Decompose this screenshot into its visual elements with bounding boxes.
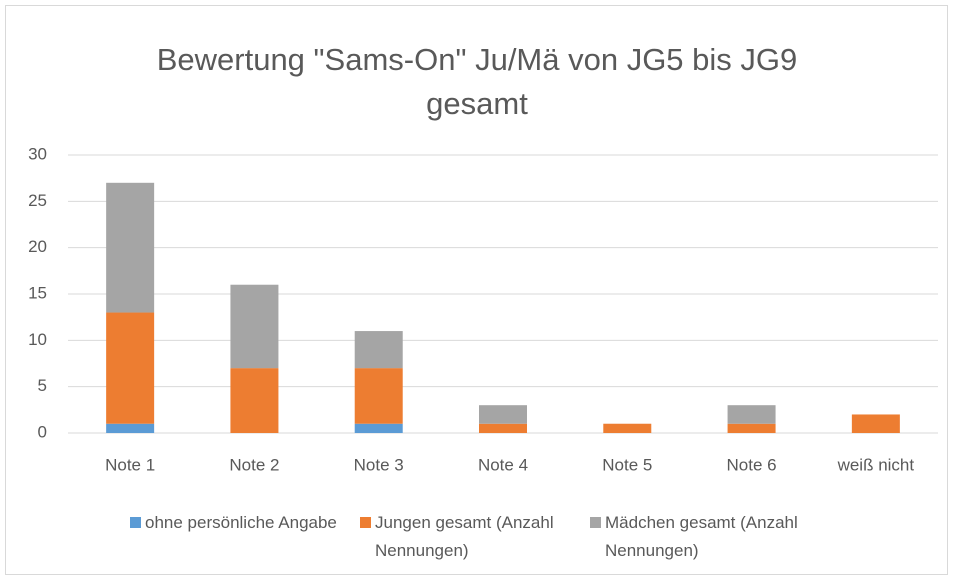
legend: ohne persönliche Angabe Jungen gesamt (An…: [130, 509, 805, 565]
bar-segment: [603, 423, 652, 433]
bar-segment: [354, 368, 403, 424]
legend-swatch: [130, 517, 141, 528]
x-tick-label: Note 4: [478, 455, 528, 474]
y-tick-label: 5: [38, 376, 47, 395]
bar-segment: [106, 182, 155, 313]
legend-item: Mädchen gesamt (Anzahl Nennungen): [590, 509, 805, 565]
chart-border: [5, 5, 948, 575]
bar-segment: [479, 423, 527, 433]
x-tick-label: Note 1: [105, 455, 155, 474]
bar-segment: [230, 284, 279, 369]
x-tick-label: weiß nicht: [837, 455, 915, 474]
legend-swatch: [590, 517, 601, 528]
bar-segment: [354, 423, 403, 433]
x-tick-label: Note 6: [727, 455, 777, 474]
y-tick-label: 25: [28, 191, 47, 210]
bar-segment: [727, 405, 776, 424]
y-tick-label: 20: [28, 237, 47, 256]
legend-swatch: [360, 517, 371, 528]
legend-item: ohne persönliche Angabe: [130, 509, 360, 565]
bar-segment: [230, 368, 279, 433]
bar-segment: [106, 312, 155, 424]
legend-label: Jungen gesamt (Anzahl Nennungen): [375, 513, 554, 560]
legend-label: ohne persönliche Angabe: [145, 513, 337, 532]
y-tick-label: 30: [28, 144, 47, 163]
legend-label: Mädchen gesamt (Anzahl Nennungen): [605, 513, 798, 560]
bar-segment: [479, 405, 527, 424]
x-tick-label: Note 3: [354, 455, 404, 474]
y-tick-label: 10: [28, 330, 47, 349]
x-tick-label: Note 5: [602, 455, 652, 474]
legend-item: Jungen gesamt (Anzahl Nennungen): [360, 509, 590, 565]
y-tick-label: 0: [38, 422, 47, 441]
bar-segment: [851, 414, 900, 433]
bar-segment: [727, 423, 776, 433]
bar-segment: [106, 423, 155, 433]
bar-segment: [354, 331, 403, 369]
x-tick-label: Note 2: [229, 455, 279, 474]
y-tick-label: 15: [28, 283, 47, 302]
chart-title: Bewertung "Sams-On" Ju/Mä von JG5 bis JG…: [156, 42, 798, 121]
